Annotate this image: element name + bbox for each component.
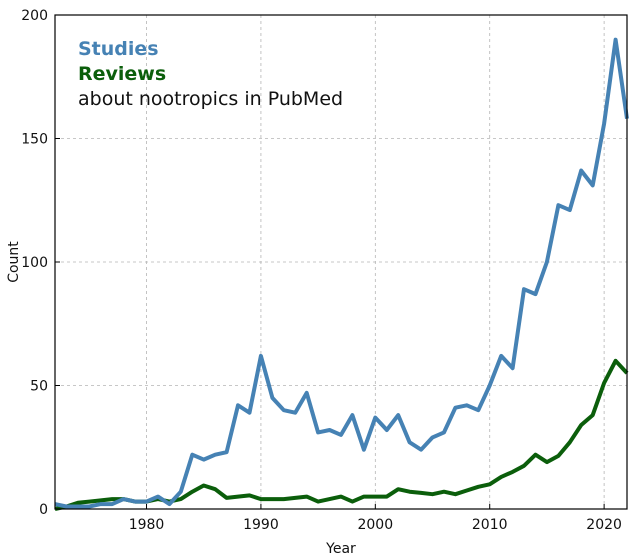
axis-ticks: 1980 1990 2000 2010 2020 0 50 100 150 200	[21, 8, 622, 533]
legend-caption: about nootropics in PubMed	[78, 88, 343, 110]
y-tick-label: 150	[21, 132, 48, 148]
x-axis-label: Year	[325, 541, 356, 557]
grid-lines	[55, 15, 627, 509]
y-tick-label: 200	[21, 8, 48, 24]
series-layer	[54, 37, 629, 511]
x-tick-label: 1980	[129, 517, 165, 533]
y-tick-label: 0	[39, 502, 48, 518]
x-tick-label: 2000	[357, 517, 393, 533]
series-line-studies	[54, 37, 629, 509]
x-tick-label: 2020	[586, 517, 622, 533]
y-axis-label: Count	[6, 241, 22, 283]
x-tick-label: 2010	[472, 517, 508, 533]
x-tick-label: 1990	[243, 517, 279, 533]
legend: Studies Reviews about nootropics in PubM…	[78, 38, 343, 110]
y-tick-label: 50	[30, 379, 48, 395]
legend-reviews: Reviews	[78, 63, 166, 85]
y-tick-label: 100	[21, 255, 48, 271]
legend-studies: Studies	[78, 38, 159, 60]
